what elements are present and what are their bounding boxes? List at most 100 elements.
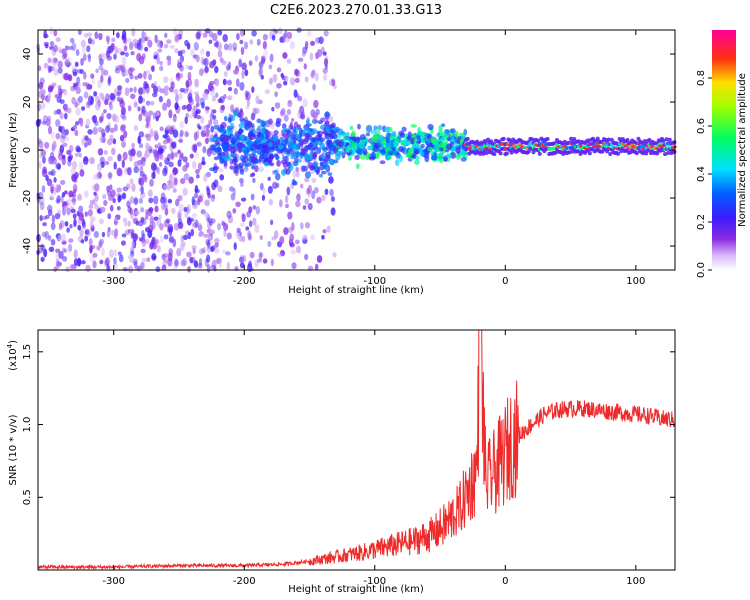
heatmap-cell (127, 38, 132, 43)
heatmap-cell (74, 61, 79, 67)
heatmap-cell (74, 129, 79, 137)
heatmap-cell (322, 73, 328, 81)
heatmap-cell (164, 32, 168, 39)
heatmap-cell (244, 90, 249, 98)
heatmap-cell (151, 172, 155, 179)
heatmap-cell (369, 156, 375, 161)
heatmap-cell (248, 220, 253, 228)
heatmap-cell (302, 138, 308, 145)
heatmap-cell (196, 115, 202, 120)
heatmap-cell (321, 170, 327, 175)
heatmap-cell (191, 245, 197, 250)
heatmap-cell (67, 160, 72, 167)
heatmap-cell (119, 97, 124, 104)
heatmap-cell (89, 220, 94, 228)
heatmap-cell (281, 123, 287, 130)
heatmap-cell (362, 147, 368, 156)
heatmap-cell (118, 98, 124, 105)
heatmap-cell (254, 144, 261, 149)
heatmap-cell (182, 187, 188, 196)
heatmap-cell (229, 186, 235, 192)
heatmap-cell (108, 249, 114, 258)
heatmap-cell (64, 221, 69, 227)
heatmap-cell (77, 216, 83, 225)
heatmap-cell (160, 253, 165, 260)
heatmap-cell (103, 150, 108, 156)
heatmap-cell (139, 165, 144, 174)
heatmap-cell (84, 211, 88, 217)
heatmap-cell (449, 141, 454, 147)
heatmap-cell (456, 154, 461, 160)
heatmap-cell (170, 207, 176, 215)
heatmap-cell (405, 141, 412, 146)
heatmap-cell (316, 130, 321, 135)
heatmap-cell (311, 128, 318, 134)
heatmap-cell (370, 130, 377, 135)
heatmap-cell (129, 41, 134, 51)
heatmap-cell (153, 130, 159, 139)
heatmap-cell (279, 236, 285, 245)
heatmap-cell (57, 234, 62, 241)
heatmap-cell (178, 138, 184, 143)
heatmap-cell (144, 46, 149, 52)
heatmap-cell (145, 123, 149, 129)
heatmap-cell (237, 112, 242, 118)
heatmap-cell (295, 150, 300, 159)
heatmap-cell (267, 154, 274, 159)
heatmap-cell (204, 106, 210, 111)
heatmap-cell (109, 184, 113, 191)
heatmap-cell (63, 248, 68, 253)
heatmap-cell (151, 236, 156, 246)
heatmap-cell (180, 177, 186, 185)
heatmap-cell (279, 249, 286, 257)
heatmap-cell (304, 133, 310, 139)
heatmap-cell (41, 231, 47, 238)
heatmap-cell (154, 154, 160, 162)
heatmap-cell (313, 99, 319, 109)
heatmap-cell (175, 198, 180, 207)
heatmap-cell (53, 68, 59, 76)
heatmap-cell (209, 246, 215, 253)
heatmap-cell (188, 65, 193, 71)
heatmap-cell (64, 128, 69, 136)
heatmap-cell (51, 214, 55, 224)
heatmap-cell (171, 141, 177, 150)
heatmap-cell (123, 45, 128, 52)
heatmap-cell (465, 136, 470, 141)
heatmap-cell (430, 136, 436, 144)
heatmap-cell (174, 102, 179, 110)
heatmap-cell (154, 34, 158, 44)
heatmap-cell (207, 83, 214, 91)
heatmap-cell (351, 130, 356, 138)
heatmap-cell (106, 138, 113, 146)
heatmap-cell (50, 238, 56, 246)
heatmap-cell (161, 253, 166, 261)
heatmap-cell (264, 89, 271, 95)
heatmap-cell (182, 234, 189, 240)
heatmap-cell (202, 92, 206, 98)
heatmap-cell (166, 134, 171, 143)
heatmap-cell (319, 161, 325, 166)
heatmap-cell (365, 124, 373, 133)
heatmap-cell (41, 120, 47, 125)
heatmap-cell (315, 72, 319, 82)
heatmap-cell (667, 137, 672, 142)
heatmap-cell (289, 40, 295, 50)
heatmap-cell (262, 187, 267, 194)
heatmap-cell (167, 258, 173, 267)
heatmap-cell (216, 257, 222, 265)
heatmap-cell (195, 102, 200, 108)
colorbar-ticks: 0.0 0.2 0.4 0.6 0.8 (696, 70, 712, 278)
figure-title: C2E6.2023.270.01.33.G13 (270, 3, 442, 18)
heatmap-cell (47, 92, 52, 100)
heatmap-cell (244, 162, 252, 167)
heatmap-cell (193, 144, 198, 154)
heatmap-cell (113, 53, 117, 60)
heatmap-cell (202, 145, 207, 154)
heatmap-cell (117, 85, 123, 91)
heatmap-cell (300, 183, 304, 189)
heatmap-cell (327, 172, 333, 177)
colorbar-tick-label: 0.4 (696, 166, 707, 182)
heatmap-cell (240, 144, 246, 148)
heatmap-cell (39, 215, 43, 222)
